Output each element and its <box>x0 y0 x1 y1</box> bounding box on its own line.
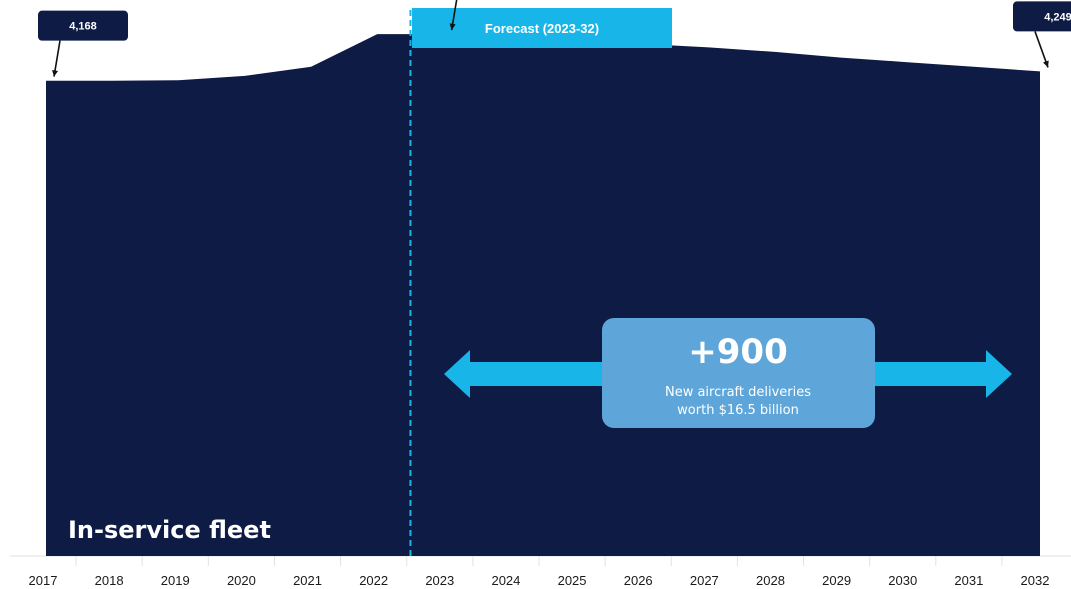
x-tick-label-2018: 2018 <box>95 573 124 588</box>
callout-arrowhead <box>1042 60 1049 68</box>
x-tick-label-2020: 2020 <box>227 573 256 588</box>
x-tick-label-2028: 2028 <box>756 573 785 588</box>
in-service-fleet-area <box>46 34 1040 557</box>
x-tick-label-2029: 2029 <box>822 573 851 588</box>
x-tick-label-2017: 2017 <box>29 573 58 588</box>
x-tick-label-2024: 2024 <box>491 573 520 588</box>
deliveries-line2: worth $16.5 billion <box>677 403 799 418</box>
deliveries-value: +900 <box>688 332 787 372</box>
callout-2017: 4,168 <box>38 10 128 77</box>
callout-box <box>1013 1 1071 32</box>
callout-2032: 4,249 <box>1013 1 1071 68</box>
x-tick-label-2031: 2031 <box>954 573 983 588</box>
x-tick-label-2026: 2026 <box>624 573 653 588</box>
deliveries-line1: New aircraft deliveries <box>665 385 811 400</box>
forecast-header-label: Forecast (2023-32) <box>485 21 599 36</box>
x-tick-label-2027: 2027 <box>690 573 719 588</box>
x-tick-label-2025: 2025 <box>558 573 587 588</box>
callout-arrowhead <box>52 69 59 77</box>
callout-2023: 4,576 <box>449 0 458 31</box>
x-axis-ticks <box>75 556 1003 566</box>
deliveries-annotation: +900 New aircraft deliveries worth $16.5… <box>444 318 1012 428</box>
callout-arrowhead <box>449 23 456 31</box>
callout-label: 4,168 <box>69 21 97 33</box>
in-service-fleet-label: In-service fleet <box>68 516 271 544</box>
x-axis-labels: 2017 2018 2019 2020 2021 2022 2023 2024 2025 2026… <box>29 573 1050 588</box>
right-arrow-icon <box>875 350 1012 398</box>
callout-box <box>38 10 128 41</box>
x-tick-label-2030: 2030 <box>888 573 917 588</box>
x-tick-label-2023: 2023 <box>425 573 454 588</box>
x-tick-label-2022: 2022 <box>359 573 388 588</box>
callout-label: 4,249 <box>1044 11 1071 23</box>
left-arrow-icon <box>444 350 605 398</box>
x-tick-label-2032: 2032 <box>1021 573 1050 588</box>
forecast-header-box <box>412 8 672 48</box>
callout-pointer <box>1034 31 1049 68</box>
x-tick-label-2021: 2021 <box>293 573 322 588</box>
deliveries-box <box>602 318 875 428</box>
value-callouts: 4,168 4,576 4,249 <box>38 0 1071 77</box>
x-tick-label-2019: 2019 <box>161 573 190 588</box>
